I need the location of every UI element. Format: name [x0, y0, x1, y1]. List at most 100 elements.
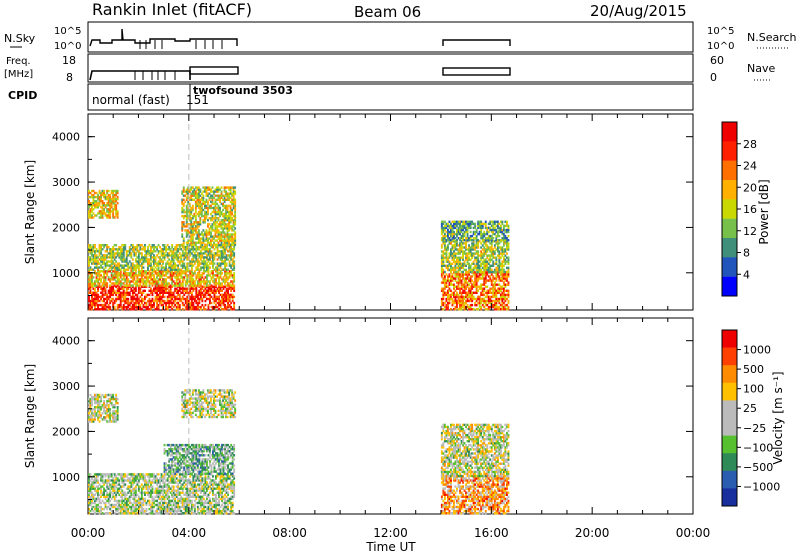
power-cell-b1: [195, 274, 198, 277]
power-cell-b1: [150, 272, 152, 275]
power-cell-b2: [201, 256, 204, 259]
power-cell-b2: [160, 252, 163, 255]
power-cell-b7: [506, 220, 508, 223]
power-cell-b6: [445, 252, 448, 255]
power-cell-b3: [91, 204, 93, 207]
power-cell-b0: [221, 293, 223, 297]
power-cell-b0: [153, 299, 155, 303]
power-cell-b2: [95, 256, 98, 259]
power-cell-b2: [209, 254, 211, 257]
power-cell-b3: [113, 202, 116, 205]
power-cell-b0: [131, 289, 134, 292]
power-cell-b1: [133, 274, 136, 277]
power-cell-b4: [234, 190, 237, 193]
power-cell-b1: [216, 274, 219, 277]
power-cell-b0: [131, 303, 134, 307]
power-cell-b2: [156, 268, 158, 271]
power-cell-b0: [186, 297, 189, 301]
power-cell-b7: [474, 222, 477, 226]
power-cell-b0: [204, 295, 207, 299]
power-cell-b3: [100, 206, 102, 209]
power-cell-b1: [192, 278, 195, 281]
power-cell-b2: [207, 266, 210, 269]
power-cell-b1: [175, 276, 178, 279]
power-cell-b1: [94, 284, 96, 287]
power-cell-b2: [128, 252, 131, 255]
power-cell-b1: [228, 284, 231, 287]
power-cell-b1: [215, 280, 217, 283]
power-cell-b2: [224, 250, 226, 253]
power-cell-b3: [104, 197, 107, 201]
power-cell-b2: [183, 262, 186, 265]
power-cell-b1: [221, 282, 223, 285]
power-cell-b2: [122, 246, 125, 249]
power-cell-b1: [204, 276, 207, 279]
power-cell-b1: [88, 270, 90, 273]
power-cell-b2: [124, 244, 127, 247]
power-cell-b2: [118, 262, 121, 265]
power-cell-b2: [150, 246, 152, 249]
power-cell-b1: [115, 276, 118, 279]
power-cell-b1: [189, 272, 192, 275]
power-cell-b1: [127, 272, 130, 275]
power-cell-b2: [201, 248, 204, 251]
power-cell-b2: [219, 262, 222, 265]
power-cell-b2: [213, 248, 216, 251]
power-cell-b0: [157, 289, 160, 292]
power-cell-b1: [112, 270, 115, 273]
power-cell-b2: [88, 264, 90, 267]
power-cell-b1: [201, 272, 204, 275]
power-cell-b1: [145, 278, 148, 281]
power-cell-b0: [233, 303, 236, 307]
power-cell-b2: [199, 246, 202, 249]
power-cell-b2: [137, 256, 140, 259]
power-cell-b1: [180, 282, 183, 285]
power-cell-b1: [180, 274, 183, 277]
power-cell-b1: [97, 270, 99, 273]
power-cell-b1: [103, 282, 105, 285]
power-cell-b2: [95, 250, 98, 253]
power-cell-b0: [103, 287, 105, 290]
power-cell-b0: [133, 301, 136, 305]
power-cell-b1: [230, 280, 233, 283]
power-cell-b2: [100, 250, 102, 253]
power-cell-b0: [209, 295, 211, 299]
power-cell-b1: [218, 272, 220, 275]
power-cell-b1: [112, 278, 115, 281]
power-cell-b2: [125, 254, 128, 257]
power-cell-b0: [91, 299, 93, 303]
power-cell-b2: [230, 252, 233, 255]
power-cell-b0: [118, 295, 121, 299]
power-cell-b0: [166, 297, 169, 301]
power-cell-b4: [194, 206, 197, 210]
power-cell-b0: [157, 299, 160, 303]
power-cell-b0: [148, 301, 151, 305]
power-cell-b2: [219, 264, 222, 267]
power-cell-b2: [190, 252, 193, 255]
power-cell-b4: [217, 204, 220, 208]
power-cell-b5: [456, 303, 458, 307]
power-cell-b0: [206, 289, 208, 292]
power-cell-b1: [157, 270, 160, 273]
power-cell-b1: [115, 274, 118, 277]
power-cell-b1: [142, 272, 145, 275]
power-cell-b3: [109, 214, 112, 217]
power-cell-b0: [139, 287, 142, 290]
power-cell-b1: [162, 278, 164, 281]
power-cell-b0: [218, 291, 220, 294]
power-cell-b0: [230, 287, 233, 290]
power-cell-b1: [95, 272, 98, 275]
velocity-cell-b0: [109, 512, 112, 515]
power-cell-b0: [151, 297, 154, 301]
power-cell-b0: [221, 301, 223, 305]
power-cell-b2: [186, 262, 189, 265]
power-cell-b0: [201, 293, 204, 297]
power-cell-b0: [127, 291, 130, 294]
power-cell-b2: [112, 262, 115, 265]
power-cell-b2: [202, 264, 205, 267]
power-cell-b4: [190, 225, 193, 228]
power-cell-b2: [106, 254, 109, 257]
power-cell-b2: [150, 256, 152, 259]
power-cell-b2: [198, 246, 201, 249]
power-cell-b2: [145, 254, 148, 257]
